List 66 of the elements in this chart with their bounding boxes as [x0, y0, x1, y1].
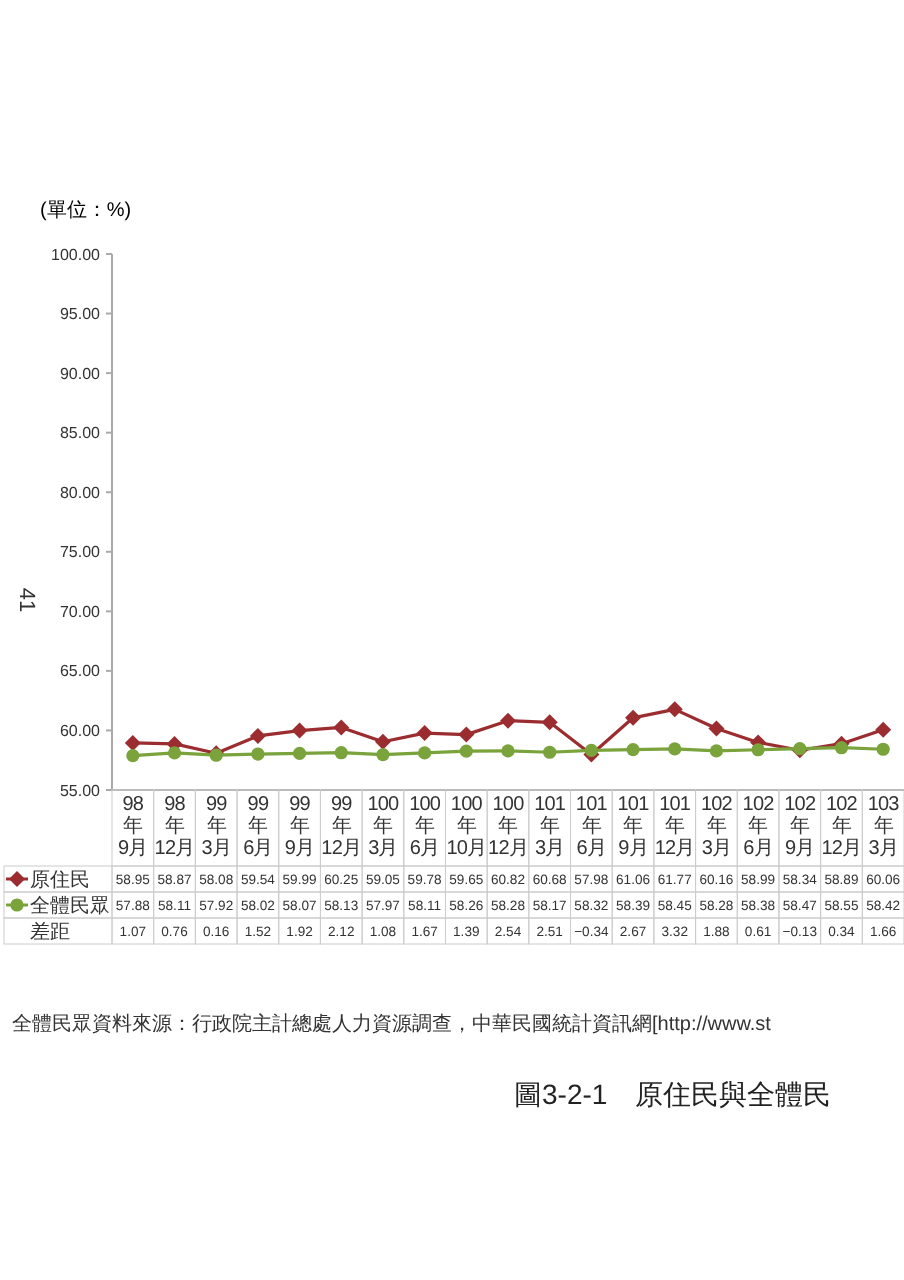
point: [668, 742, 682, 756]
text: 41: [14, 587, 38, 613]
y-axis-title: (單位：%): [40, 198, 132, 222]
point: [249, 727, 266, 744]
text: 全體民眾資料來源：行政院主計總處人力資源調查，中華民國統計資訊網[http://www.st: [12, 1012, 772, 1036]
point: [501, 744, 515, 758]
x-tick-label: 99年6月: [243, 794, 273, 860]
point: [251, 747, 265, 761]
point: [292, 746, 307, 761]
legend-label: 差距: [30, 920, 70, 944]
x-tick-label: 102年3月: [700, 794, 734, 860]
point: [291, 722, 308, 739]
point: [459, 744, 473, 758]
point: [334, 746, 348, 760]
x-tick-label: 102年12月: [821, 794, 862, 860]
point: [333, 719, 350, 736]
y-tick-label: 100.00: [51, 245, 102, 264]
point: [625, 709, 642, 726]
point: [876, 742, 890, 756]
x-tick-label: 99年9月: [284, 794, 315, 860]
x-tick-label: 101年6月: [575, 794, 609, 860]
x-tick-label: 102年6月: [742, 794, 776, 860]
x-tick-label: 99年3月: [201, 794, 231, 860]
point: [709, 744, 724, 758]
x-tick-label: 100年12月: [488, 794, 528, 860]
point: [500, 712, 516, 729]
point: [666, 701, 683, 718]
point: [543, 745, 557, 759]
point: [834, 741, 849, 755]
point: [416, 725, 433, 742]
x-tick-label: 99年12月: [321, 794, 362, 860]
y-tick-label: 70.00: [59, 602, 102, 621]
x-tick-label: 98年9月: [118, 794, 148, 860]
y-tick-label: 90.00: [59, 364, 102, 383]
y-tick-label: 85.00: [59, 424, 102, 443]
y-tick-label: 80.00: [59, 483, 102, 502]
point: [584, 743, 598, 758]
x-tick-label: 103年3月: [867, 794, 901, 860]
x-tick-label: 102年9月: [784, 794, 817, 860]
x-tick-label: 100年6月: [409, 794, 442, 860]
point: [167, 746, 182, 760]
x-tick-label: 100年3月: [367, 794, 401, 860]
legend-label: 全體民眾: [30, 894, 110, 918]
point: [126, 749, 140, 763]
point: [708, 720, 725, 737]
y-tick-label: 75.00: [59, 543, 102, 562]
y-tick-label: 95.00: [59, 305, 102, 324]
point: [751, 743, 765, 757]
point: [124, 734, 141, 751]
y-tick-label: 55.00: [59, 781, 102, 800]
point: [374, 733, 391, 750]
y-tick-label: 65.00: [59, 662, 102, 681]
point: [541, 714, 558, 731]
x-tick-label: 101年9月: [617, 794, 651, 860]
text: 圖3-2-1 原住民與全體民: [514, 1078, 832, 1110]
point: [626, 743, 640, 757]
x-tick-label: 100年10月: [446, 794, 487, 860]
x-tick-label: 98年12月: [154, 794, 195, 860]
x-tick-label: 101年12月: [654, 794, 695, 860]
y-tick-label: 60.00: [59, 722, 102, 741]
point: [875, 721, 892, 738]
point: [418, 746, 432, 760]
point: [458, 726, 475, 743]
point: [376, 748, 390, 762]
x-tick-label: 101年3月: [534, 794, 567, 860]
legend-label: 原住民: [30, 870, 90, 892]
